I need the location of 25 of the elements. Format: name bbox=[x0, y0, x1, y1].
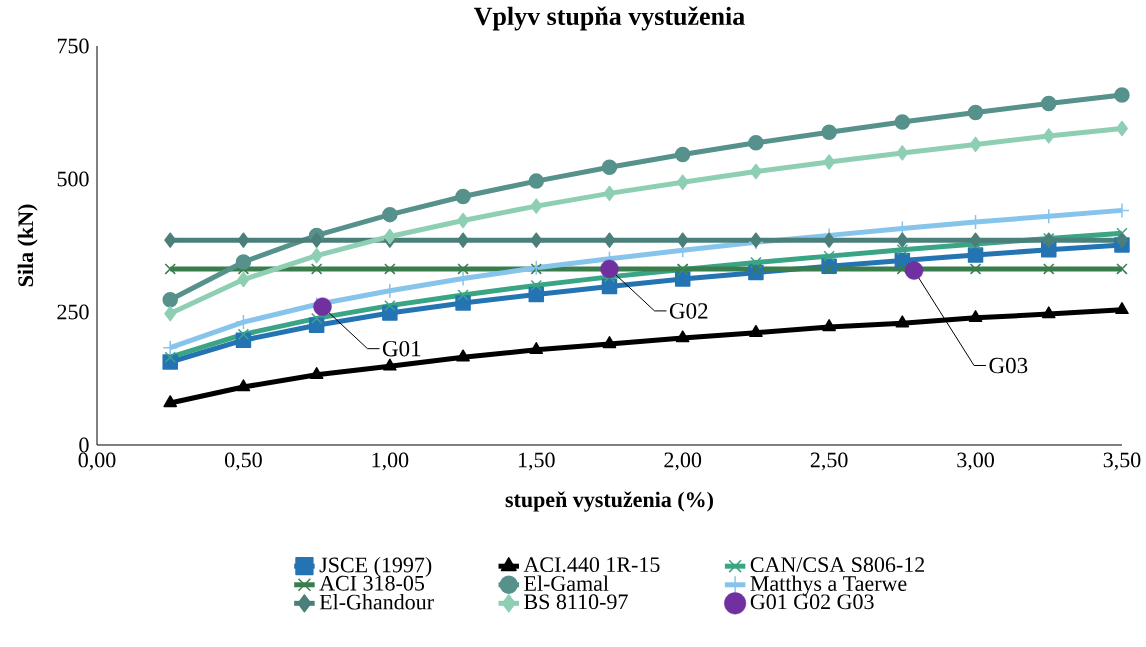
legend-label: CAN/CSA S806-12 bbox=[750, 557, 925, 573]
x-tick-label: 2,00 bbox=[664, 452, 702, 471]
y-tick-label: 250 bbox=[57, 304, 89, 320]
x-tick-label: 2,50 bbox=[810, 452, 848, 471]
legend-label: G01 G02 G03 bbox=[750, 594, 874, 610]
x-tick-label: 1,50 bbox=[518, 452, 555, 471]
x-tick-label: 3,50 bbox=[1103, 452, 1141, 471]
y-axis-title: Sila (kN) bbox=[17, 204, 38, 287]
y-tick-label: 0 bbox=[79, 437, 89, 453]
x-axis-title: stupeň vystuženia (%) bbox=[505, 491, 713, 512]
legend-label: El-Gamal bbox=[524, 575, 609, 591]
x-tick-label: 0,00 bbox=[78, 452, 116, 471]
legend-label: ACI.440 1R-15 bbox=[523, 557, 660, 573]
x-tick-label: 3,00 bbox=[957, 452, 994, 471]
annotation: G02 bbox=[669, 303, 708, 319]
chart-title: Vplyv stupňa vystuženia bbox=[473, 6, 745, 31]
x-tick-label: 1,00 bbox=[372, 452, 409, 471]
annotation: G03 bbox=[989, 357, 1028, 374]
legend-label: BS 8110-97 bbox=[524, 594, 628, 610]
legend-label: ACI 318-05 bbox=[319, 575, 425, 591]
y-tick-label: 750 bbox=[57, 38, 89, 54]
annotation: G01 bbox=[382, 340, 421, 357]
y-tick-label: 500 bbox=[57, 171, 89, 187]
legend-label: El-Ghandour bbox=[319, 594, 434, 610]
x-tick-label: 0,50 bbox=[225, 452, 262, 471]
